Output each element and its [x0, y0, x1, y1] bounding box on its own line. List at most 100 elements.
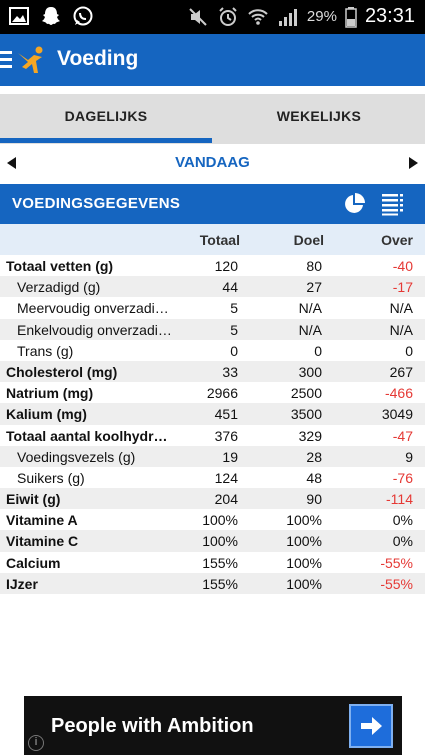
ad-info-icon[interactable]: i: [28, 735, 44, 751]
clock: 23:31: [364, 5, 415, 27]
row-total: 376: [214, 427, 238, 444]
row-goal: 0: [314, 342, 322, 359]
row-goal: 80: [306, 258, 322, 274]
row-label: Natrium (mg): [6, 385, 94, 402]
section-header: VOEDINGSGEGEVENS: [0, 184, 425, 224]
alarm-icon: [219, 6, 237, 26]
row-label: Totaal vetten (g): [6, 258, 114, 274]
table-row: Natrium (mg) 2966 2500 -466: [0, 382, 425, 403]
table-row: Kalium (mg) 451 3500 3049: [0, 403, 425, 425]
row-total: 44: [222, 279, 238, 296]
row-goal: 3500: [290, 406, 322, 423]
ad-banner[interactable]: People with Ambition: [24, 696, 402, 755]
row-goal: 300: [298, 363, 322, 380]
list-view-icon[interactable]: [381, 192, 405, 216]
section-title: VOEDINGSGEGEVENS: [12, 195, 181, 212]
battery-icon: [345, 6, 357, 28]
table-row: Totaal vetten (g) 120 80 -40: [0, 255, 425, 276]
menu-icon[interactable]: [0, 51, 12, 69]
date-navigator: VANDAAG: [0, 146, 425, 182]
row-over: N/A: [389, 321, 413, 338]
row-label: Suikers (g): [17, 469, 85, 486]
row-goal: 100%: [286, 533, 322, 550]
row-label: Eiwit (g): [6, 491, 61, 508]
row-goal: N/A: [298, 300, 322, 317]
row-label: Meervoudig onverzadi…: [17, 300, 169, 317]
app-bar: Voeding: [0, 34, 425, 86]
row-total: 2966: [206, 385, 238, 402]
status-bar: 29% 23:31: [0, 0, 425, 34]
row-total: 155%: [202, 554, 238, 571]
table-row: Eiwit (g) 204 90 -114: [0, 488, 425, 510]
table-row: Trans (g) 0 0 0: [0, 340, 425, 361]
mute-icon: [189, 7, 207, 26]
snapchat-icon: [42, 7, 60, 25]
row-total: 0: [230, 342, 238, 359]
table-row: Meervoudig onverzadi… 5 N/A N/A: [0, 297, 425, 318]
row-over: 3049: [381, 406, 413, 423]
nutrition-table: Totaal vetten (g) 120 80 -40 Verzadigd (g) 44…: [0, 255, 425, 594]
row-over: -17: [392, 279, 413, 296]
row-total: 19: [222, 448, 238, 465]
tab-bar: DAGELIJKS WEKELIJKS: [0, 94, 425, 144]
column-header-over: Over: [381, 232, 413, 248]
row-goal: N/A: [298, 321, 322, 338]
row-over: -76: [392, 469, 413, 486]
table-row: Voedingsvezels (g) 19 28 9: [0, 445, 425, 467]
table-row: Vitamine A 100% 100% 0%: [0, 509, 425, 530]
row-goal: 100%: [286, 554, 322, 571]
row-label: Cholesterol (mg): [6, 363, 118, 380]
row-over: -47: [392, 427, 413, 444]
row-over: 9: [405, 448, 413, 465]
row-over: -55%: [380, 575, 413, 592]
row-over: 0%: [392, 512, 413, 529]
row-goal: 48: [306, 469, 322, 486]
table-row: Vitamine C 100% 100% 0%: [0, 530, 425, 552]
row-over: N/A: [389, 300, 413, 317]
row-label: Vitamine A: [6, 512, 78, 529]
table-row: Enkelvoudig onverzadi… 5 N/A N/A: [0, 318, 425, 340]
row-label: Voedingsvezels (g): [17, 448, 136, 465]
row-label: Enkelvoudig onverzadi…: [17, 321, 172, 338]
table-header: Totaal Doel Over: [0, 224, 425, 255]
previous-day-arrow-icon[interactable]: [4, 155, 18, 171]
ad-text: People with Ambition: [51, 715, 254, 737]
next-day-arrow-icon[interactable]: [407, 155, 421, 171]
spacer: [0, 86, 425, 94]
row-over: -114: [386, 491, 413, 508]
tab-daily[interactable]: DAGELIJKS: [64, 108, 148, 124]
row-total: 100%: [202, 512, 238, 529]
row-label: Kalium (mg): [6, 406, 87, 423]
row-total: 33: [222, 363, 238, 380]
app-logo: [18, 46, 43, 73]
ad-arrow-button[interactable]: [349, 704, 393, 748]
row-over: -55%: [380, 554, 413, 571]
row-goal: 28: [306, 448, 322, 465]
battery-percent: 29%: [306, 8, 337, 25]
row-goal: 27: [306, 279, 322, 296]
row-over: 0: [405, 342, 413, 359]
row-over: 0%: [392, 533, 413, 550]
row-over: -466: [384, 385, 413, 402]
wifi-icon: [248, 8, 268, 25]
row-label: Trans (g): [17, 342, 74, 359]
row-goal: 100%: [286, 575, 322, 592]
arrow-right-icon: [361, 717, 382, 735]
row-total: 5: [230, 300, 238, 317]
pie-chart-icon[interactable]: [343, 193, 365, 215]
table-row: Totaal aantal koolhydrat… 376 329 -47: [0, 425, 425, 446]
row-total: 155%: [202, 575, 238, 592]
column-header-total: Totaal: [199, 232, 240, 248]
row-label: Calcium: [6, 554, 61, 571]
row-total: 5: [230, 321, 238, 338]
tab-weekly[interactable]: WEKELIJKS: [276, 108, 362, 124]
row-goal: 90: [306, 491, 322, 508]
row-over: -40: [392, 258, 413, 274]
row-over: 267: [389, 363, 413, 380]
row-goal: 329: [298, 427, 322, 444]
date-label[interactable]: VANDAAG: [175, 154, 250, 171]
row-label: Totaal aantal koolhydrat…: [6, 427, 174, 444]
table-row: Suikers (g) 124 48 -76: [0, 467, 425, 488]
row-total: 204: [214, 491, 238, 508]
active-tab-indicator: [0, 138, 212, 143]
